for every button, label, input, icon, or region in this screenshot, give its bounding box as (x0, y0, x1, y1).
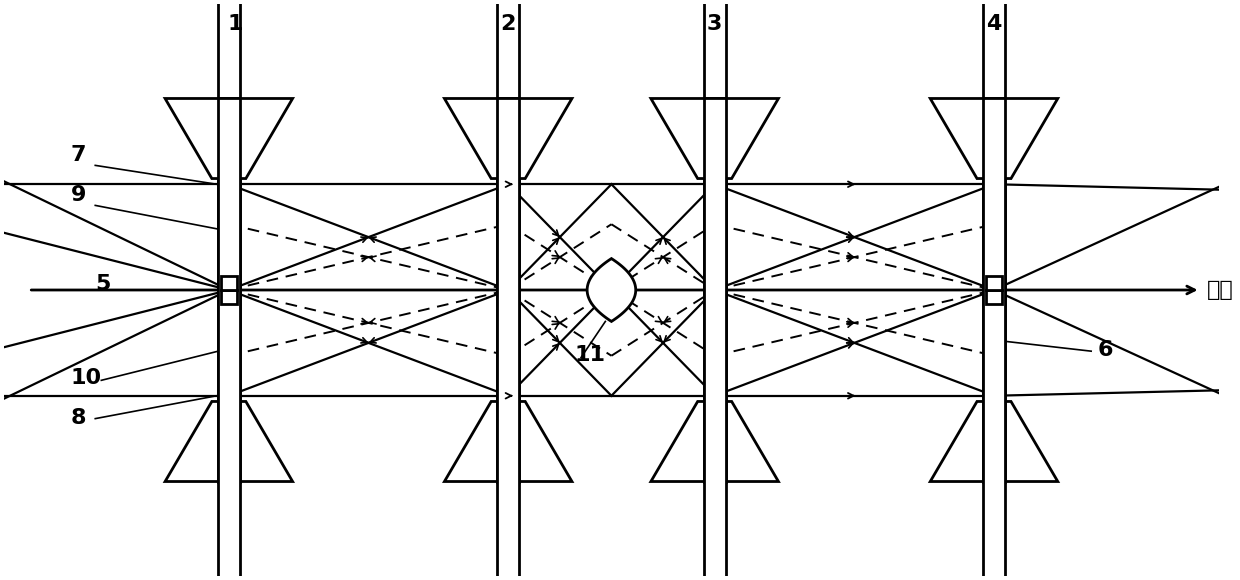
Text: 光轴: 光轴 (1207, 280, 1234, 300)
Text: 6: 6 (1097, 340, 1112, 360)
Text: 9: 9 (71, 186, 87, 205)
Polygon shape (930, 99, 1058, 179)
Text: 4: 4 (986, 14, 1002, 34)
Bar (221, 290, 237, 304)
Text: 3: 3 (707, 14, 723, 34)
Polygon shape (218, 99, 239, 580)
Text: 7: 7 (71, 146, 87, 165)
Text: 5: 5 (95, 274, 110, 294)
Text: 2: 2 (501, 14, 516, 34)
Bar (986, 276, 1002, 290)
Polygon shape (704, 99, 725, 580)
Text: 1: 1 (227, 14, 243, 34)
Polygon shape (218, 0, 239, 481)
Bar (986, 290, 1002, 304)
Polygon shape (497, 99, 520, 580)
Polygon shape (444, 401, 572, 481)
Text: 11: 11 (575, 346, 606, 365)
Polygon shape (983, 99, 1004, 580)
Bar (221, 276, 237, 290)
Polygon shape (165, 99, 293, 179)
Polygon shape (983, 0, 1004, 481)
Polygon shape (588, 259, 636, 321)
Polygon shape (704, 0, 725, 481)
Polygon shape (651, 401, 779, 481)
Polygon shape (651, 99, 779, 179)
Polygon shape (497, 0, 520, 481)
Polygon shape (930, 401, 1058, 481)
Text: 10: 10 (71, 368, 102, 389)
Polygon shape (165, 401, 293, 481)
Polygon shape (444, 99, 572, 179)
Text: 8: 8 (71, 408, 87, 429)
